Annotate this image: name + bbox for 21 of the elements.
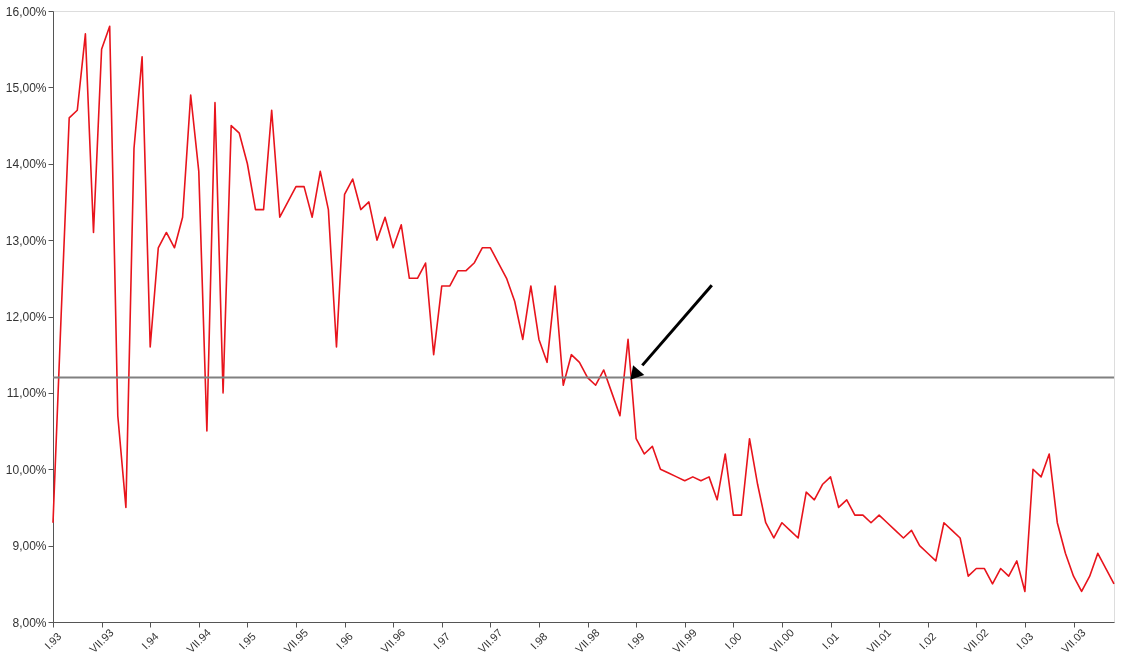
y-tick-label: 8,00% — [12, 615, 47, 630]
y-tick-label: 12,00% — [5, 310, 47, 324]
y-tick-label: 9,00% — [12, 539, 47, 554]
y-tick-label: 10,00% — [5, 462, 47, 477]
y-tick-label: 16,00% — [5, 4, 47, 19]
x-tick-label: I.02 — [916, 630, 939, 652]
x-tick-label: I.99 — [625, 630, 647, 652]
y-tick-label: 11,00% — [6, 386, 47, 401]
x-tick-label: I.03 — [1013, 630, 1036, 652]
x-tick-label: I.97 — [430, 630, 453, 652]
x-tick-label: I.93 — [42, 630, 64, 652]
x-tick-label: I.98 — [528, 630, 550, 652]
x-tick-label: I.94 — [139, 630, 161, 652]
y-tick-label: 13,00% — [5, 233, 47, 248]
x-tick-label: I.00 — [722, 630, 744, 652]
x-tick-label: I.01 — [819, 630, 842, 652]
y-tick-label: 15,00% — [5, 80, 47, 95]
x-tick-label: I.95 — [236, 630, 258, 652]
y-tick-label: 14,00% — [5, 157, 47, 172]
line-series — [52, 25, 1115, 593]
x-tick-label: I.96 — [333, 630, 356, 652]
